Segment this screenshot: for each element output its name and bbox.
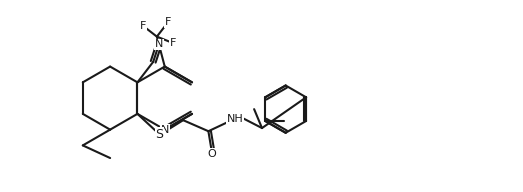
Text: O: O bbox=[208, 149, 217, 159]
Text: N: N bbox=[161, 125, 169, 135]
Text: F: F bbox=[140, 21, 146, 31]
Text: NH: NH bbox=[227, 114, 244, 124]
Text: F: F bbox=[169, 38, 176, 48]
Text: N: N bbox=[155, 40, 163, 50]
Text: S: S bbox=[155, 128, 164, 141]
Text: F: F bbox=[165, 17, 171, 27]
